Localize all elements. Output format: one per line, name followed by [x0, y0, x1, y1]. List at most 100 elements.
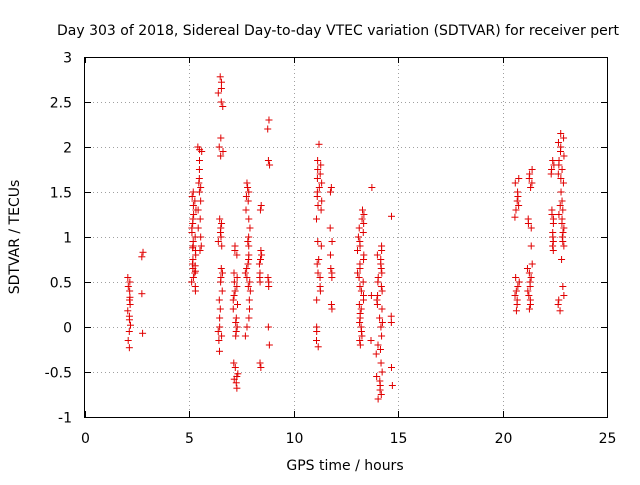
data-point — [218, 220, 226, 227]
data-point — [216, 314, 224, 322]
data-point — [377, 323, 385, 331]
data-point — [315, 256, 323, 263]
data-point — [326, 251, 334, 259]
data-point — [558, 233, 566, 241]
data-point — [189, 215, 197, 223]
data-point — [257, 202, 265, 209]
data-point — [359, 206, 367, 214]
data-point — [214, 238, 222, 245]
data-point — [218, 269, 226, 277]
data-point — [356, 319, 364, 326]
data-point — [195, 157, 203, 164]
data-point — [378, 319, 386, 326]
data-point — [219, 148, 227, 155]
data-point — [127, 321, 135, 329]
data-point — [258, 251, 266, 259]
data-point — [246, 278, 254, 286]
data-point — [356, 341, 364, 349]
data-point — [189, 238, 197, 245]
y-tick-label: 0.5 — [50, 276, 72, 292]
data-point — [188, 278, 196, 286]
data-point — [243, 265, 251, 272]
data-point — [511, 213, 519, 221]
data-point — [527, 224, 535, 232]
data-point — [195, 188, 203, 196]
data-point — [245, 215, 253, 223]
data-point — [229, 296, 237, 304]
data-point — [314, 166, 322, 173]
data-point — [245, 251, 253, 259]
x-tick-label: 25 — [599, 431, 617, 447]
data-point — [556, 202, 564, 209]
data-point — [214, 89, 222, 97]
data-point — [524, 287, 532, 295]
plot-frame — [84, 57, 608, 418]
data-point — [328, 305, 336, 313]
data-point — [233, 384, 241, 392]
y-axis-title: SDTVAR / TECUs — [7, 180, 23, 295]
data-point — [190, 211, 198, 218]
data-point — [197, 242, 205, 250]
data-point — [230, 359, 238, 367]
data-point — [326, 188, 334, 196]
data-point — [191, 262, 199, 270]
data-point — [355, 301, 363, 308]
data-point — [376, 314, 384, 322]
data-point — [378, 305, 386, 313]
data-point — [216, 215, 224, 223]
data-point — [217, 265, 225, 272]
data-point — [215, 347, 223, 355]
data-point — [315, 184, 323, 191]
data-point — [353, 247, 361, 254]
data-point — [554, 301, 562, 308]
data-point — [528, 179, 536, 187]
data-point — [231, 364, 239, 371]
data-point — [548, 166, 556, 173]
data-point — [556, 307, 564, 315]
data-point — [549, 238, 557, 245]
data-point — [215, 296, 223, 304]
data-point — [246, 287, 254, 295]
y-tick-label: 0 — [63, 321, 72, 337]
data-point — [189, 202, 197, 209]
data-point — [217, 85, 225, 92]
data-point — [326, 224, 334, 232]
data-point — [373, 373, 381, 380]
data-point — [217, 78, 225, 86]
data-point — [356, 283, 364, 290]
data-point — [245, 242, 253, 250]
data-point — [242, 193, 250, 200]
data-point — [256, 206, 264, 214]
data-point — [560, 134, 568, 142]
data-point — [125, 328, 133, 335]
data-point — [358, 215, 366, 223]
data-point — [526, 170, 534, 178]
data-point — [188, 224, 196, 232]
data-point — [229, 305, 237, 313]
data-point — [197, 197, 205, 205]
data-point — [549, 242, 557, 250]
data-point — [378, 368, 386, 376]
data-point — [374, 292, 382, 299]
data-point — [356, 238, 364, 245]
data-point — [560, 292, 568, 299]
data-point — [315, 140, 323, 148]
data-point — [560, 152, 568, 160]
data-point — [241, 269, 249, 277]
data-point — [377, 283, 385, 290]
data-point — [557, 143, 565, 151]
data-point — [216, 73, 224, 81]
data-point — [527, 242, 535, 250]
data-point — [377, 359, 385, 367]
data-point — [374, 341, 382, 349]
data-point — [139, 248, 147, 256]
data-point — [511, 292, 519, 299]
grid-lines — [85, 57, 607, 417]
data-point — [245, 305, 253, 313]
data-point — [558, 256, 566, 263]
data-point — [555, 157, 563, 164]
data-point — [138, 290, 146, 298]
data-point — [126, 287, 134, 295]
data-point — [195, 166, 203, 173]
